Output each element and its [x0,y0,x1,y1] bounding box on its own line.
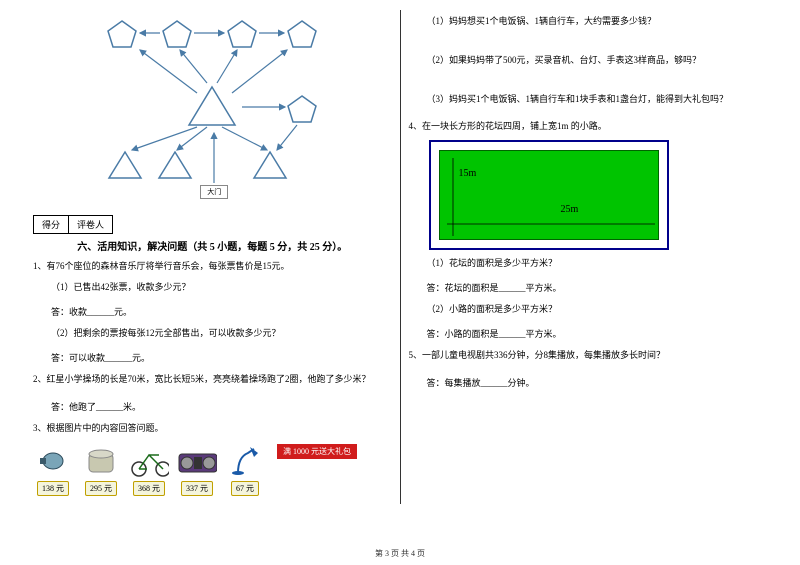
price-tag: 138 元 [37,481,69,496]
product-lamp: 67 元 [225,444,265,496]
question-4: 4、在一块长方形的花坛四周，铺上宽1m 的小路。 [409,119,768,134]
question-2: 2、红星小学操场的长是70米，宽比长短5米，亮亮绕着操场跑了2圈，他跑了多少米？ [33,372,392,387]
answer-5: 答：每集播放______分钟。 [427,376,768,389]
products-row: 138 元 295 元 368 元 337 元 67 元 满 1000 元送大礼… [33,444,392,496]
answer-4a: 答：花坛的面积是______平方米。 [427,281,768,294]
question-4b: （2）小路的面积是多少平方米？ [427,302,768,315]
answer-4b: 答：小路的面积是______平方米。 [427,327,768,340]
product-cooker: 295 元 [81,444,121,496]
radio-icon [177,444,217,479]
watch-icon [33,444,73,479]
question-4a: （1）花坛的面积是多少平方米？ [427,256,768,269]
product-radio: 337 元 [177,444,217,496]
question-1b: （2）把剩余的票按每张12元全部售出，可以收款多少元？ [51,326,392,339]
question-5: 5、一部儿童电视剧共336分钟，分8集播放，每集播放多长时间？ [409,348,768,363]
answer-1a: 答：收款______元。 [51,305,392,318]
question-3-1: （1）妈妈想买1个电饭锅、1辆自行车，大约需要多少钱？ [427,14,768,27]
grader-cell: 评卷人 [68,215,113,234]
door-box: 大门 [200,185,228,199]
score-cell: 得分 [33,215,68,234]
price-tag: 368 元 [133,481,165,496]
question-3-2: （2）如果妈妈带了500元，买录音机、台灯、手表这3样商品，够吗？ [427,53,768,66]
price-tag: 67 元 [231,481,259,496]
flow-diagram: 大门 [102,15,322,205]
question-3-3: （3）妈妈买1个电饭锅、1辆自行车和1块手表和1盏台灯，能得到大礼包吗？ [427,92,768,105]
worksheet-page: 大门 得分 评卷人 六、活用知识，解决问题（共 5 小题，每题 5 分，共 25… [0,0,800,514]
price-tag: 295 元 [85,481,117,496]
flowerbed-diagram: 15m 25m [429,140,669,250]
answer-1b: 答：可以收款______元。 [51,351,392,364]
section-title: 六、活用知识，解决问题（共 5 小题，每题 5 分，共 25 分）。 [33,238,392,253]
question-1a: （1）已售出42张票，收款多少元？ [51,280,392,293]
left-column: 大门 得分 评卷人 六、活用知识，解决问题（共 5 小题，每题 5 分，共 25… [25,10,401,504]
answer-2: 答：他跑了______米。 [51,400,392,413]
bike-icon [129,444,169,479]
price-tag: 337 元 [181,481,213,496]
question-1: 1、有76个座位的森林音乐厅将举行音乐会，每张票售价是15元。 [33,259,392,274]
score-table: 得分 评卷人 [33,215,392,234]
promo-banner: 满 1000 元送大礼包 [277,444,357,459]
cooker-icon [81,444,121,479]
product-watch: 138 元 [33,444,73,496]
lamp-icon [225,444,265,479]
product-bike: 368 元 [129,444,169,496]
dim-arrows [443,154,655,236]
arrows-layer [102,15,322,205]
right-column: （1）妈妈想买1个电饭锅、1辆自行车，大约需要多少钱？ （2）如果妈妈带了500… [401,10,776,504]
question-3: 3、根据图片中的内容回答问题。 [33,421,392,436]
page-footer: 第 3 页 共 4 页 [0,548,800,559]
